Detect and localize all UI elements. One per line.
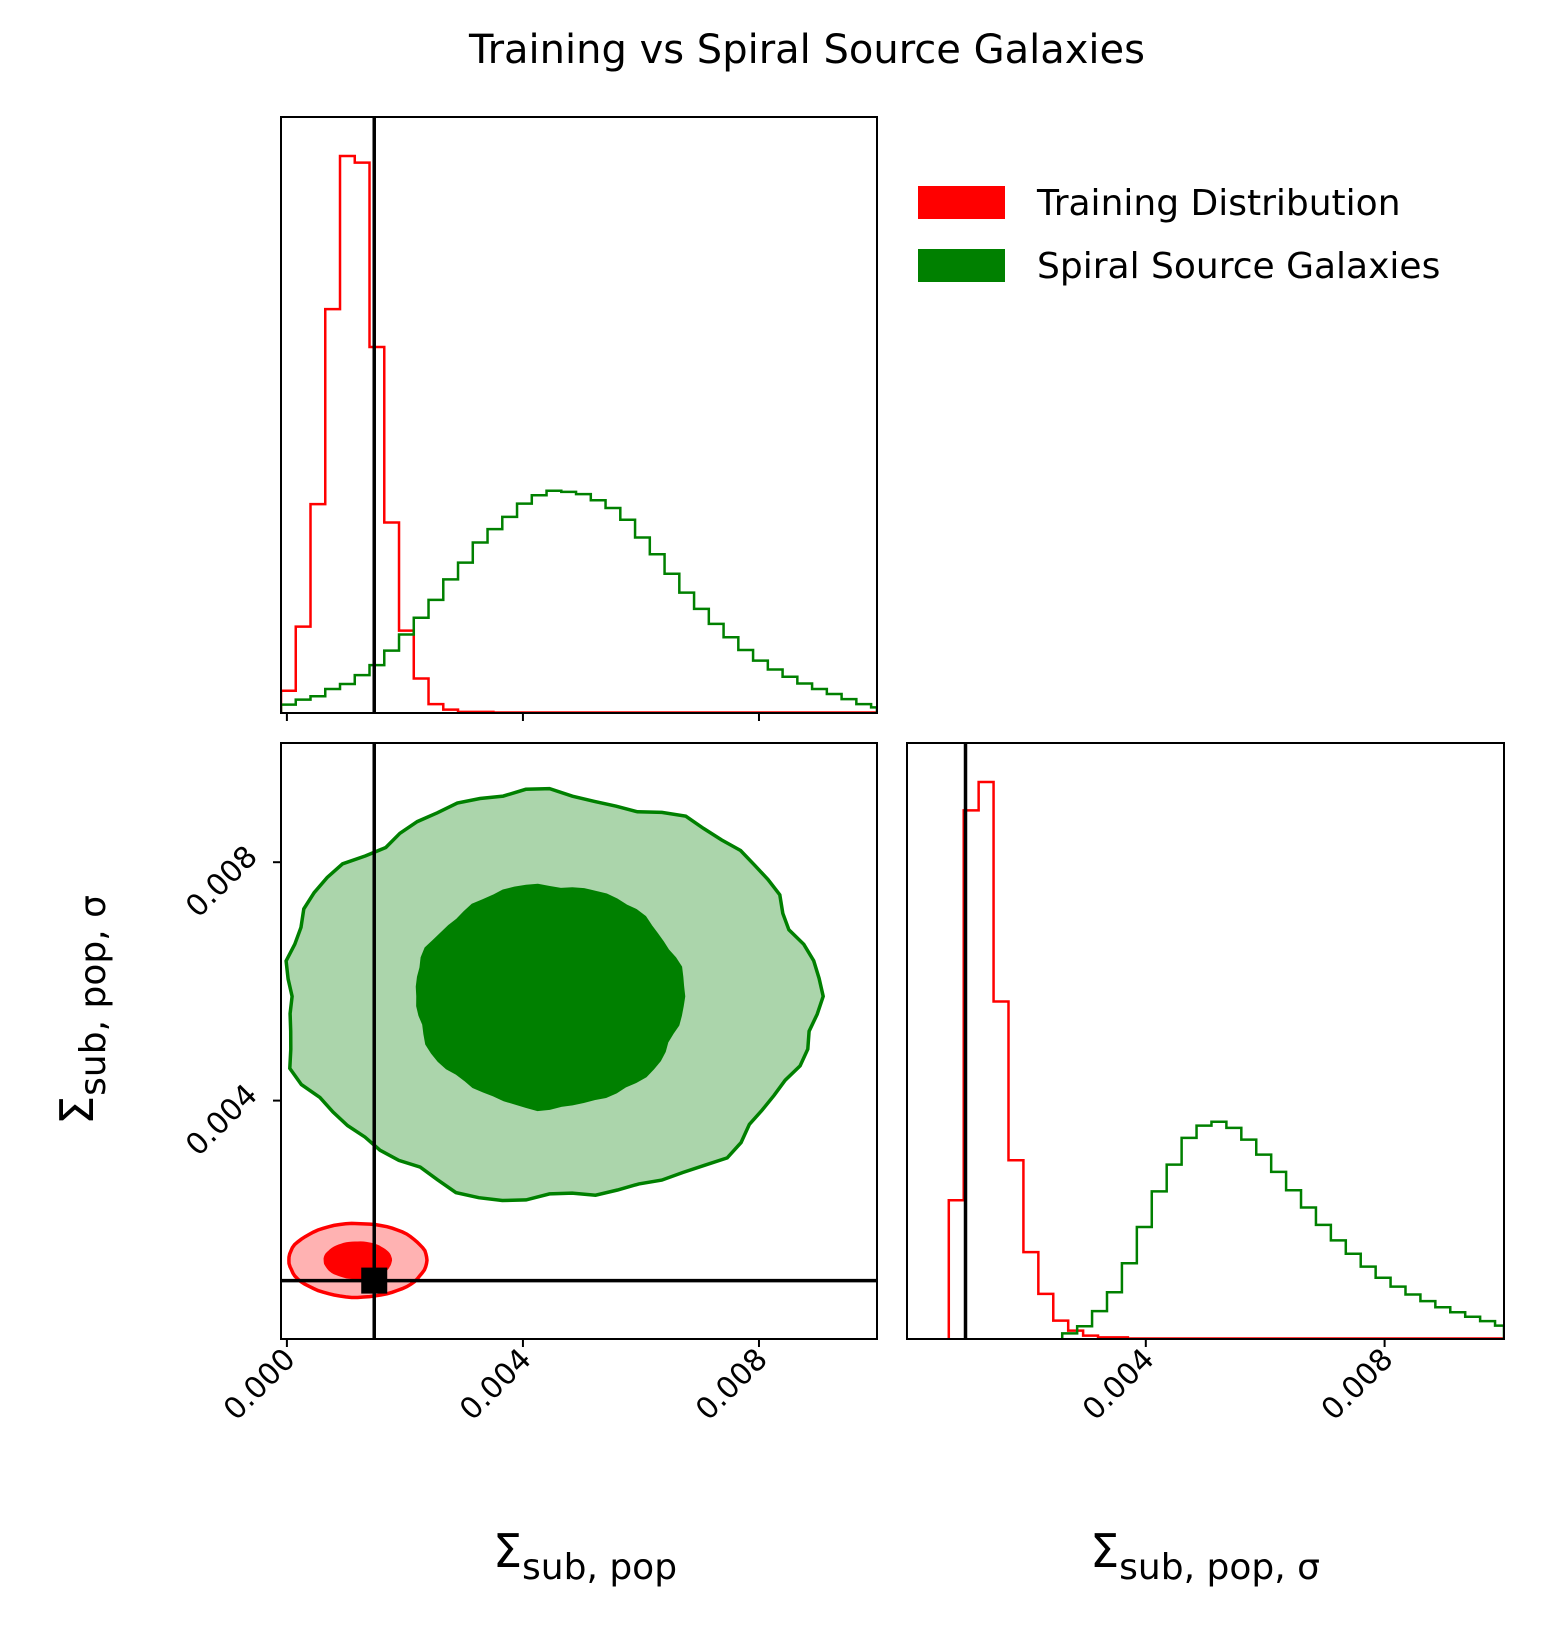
hist-panel-sub-pop-sigma: 0.004 0.008 [906, 742, 1505, 1427]
legend-label-training-distribution: Training Distribution [1036, 183, 1401, 224]
tick-label-y-0.008: 0.008 [179, 839, 264, 924]
y-axis-label-sub-pop-sigma: Σsub, pop, σ [50, 895, 114, 1125]
legend-swatch-training-distribution [918, 186, 1005, 219]
frame-2d [280, 742, 878, 1340]
tick-label-x-0.008: 0.008 [689, 1342, 774, 1427]
hist-sub-pop-training-distribution [281, 154, 877, 713]
tick-label-right-0.004: 0.004 [1076, 1342, 1161, 1427]
hist-sub-pop-spiral-source-galaxies [281, 489, 877, 713]
hist-panel-sub-pop [280, 116, 878, 721]
legend: Training Distribution Spiral Source Galax… [918, 183, 1440, 287]
frame-right [906, 742, 1505, 1340]
frame-top [280, 116, 878, 714]
tick-label-x-0.004: 0.004 [453, 1342, 538, 1427]
hist-sub-pop-sigma-training-distribution [947, 780, 1504, 1339]
tick-label-x-0.000: 0.000 [217, 1342, 302, 1427]
truth-marker [361, 1267, 388, 1294]
contour-spiral-source-galaxies-level-1 [415, 883, 686, 1112]
tick-label-y-0.004: 0.004 [179, 1078, 264, 1163]
legend-swatch-spiral-source-galaxies [918, 249, 1005, 282]
x-axis-label-sub-pop: Σsub, pop [493, 1524, 677, 1588]
chart-title: Training vs Spiral Source Galaxies [468, 27, 1145, 73]
hist-sub-pop-sigma-spiral-source-galaxies [1060, 1120, 1504, 1339]
tick-label-right-0.008: 0.008 [1315, 1342, 1400, 1427]
legend-label-spiral-source-galaxies: Spiral Source Galaxies [1037, 246, 1440, 287]
x-axis-label-sub-pop-sigma: Σsub, pop, σ [1090, 1524, 1320, 1588]
contour-panel: 0.000 0.004 0.008 0.004 0.008 [179, 742, 878, 1427]
